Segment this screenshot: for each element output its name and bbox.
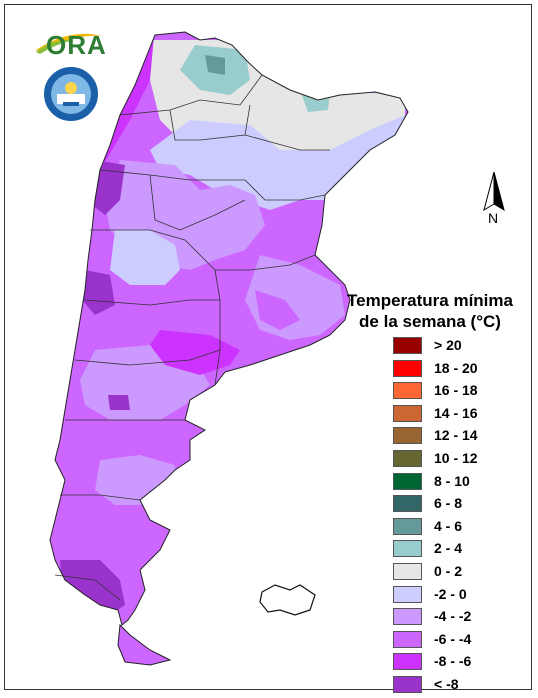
legend-swatch	[393, 472, 422, 490]
legend-items: > 20 18 - 20 16 - 18 14 - 16 12 - 14 10 …	[393, 336, 513, 698]
legend-swatch	[393, 585, 422, 603]
legend-swatch	[393, 517, 422, 535]
north-letter: N	[488, 210, 499, 226]
legend-swatch	[393, 382, 422, 400]
legend-item: 0 - 2	[393, 562, 513, 585]
legend-label: < -8	[434, 675, 459, 692]
legend-item: 12 - 14	[393, 426, 513, 449]
legend-item: -6 - -4	[393, 630, 513, 653]
legend-label: -4 - -2	[434, 608, 472, 625]
legend-label: -6 - -4	[434, 630, 472, 647]
legend-swatch	[393, 630, 422, 648]
legend-item: 8 - 10	[393, 472, 513, 495]
ora-logo: ORA	[34, 30, 107, 60]
legend-label: -2 - 0	[434, 585, 467, 602]
legend-label: 10 - 12	[434, 449, 478, 466]
legend-swatch	[393, 359, 422, 377]
legend-item: 14 - 16	[393, 404, 513, 427]
legend-swatch	[393, 653, 422, 671]
legend-title: Temperatura mínima de la semana (°C)	[330, 290, 530, 332]
legend-item: 4 - 6	[393, 517, 513, 540]
legend-item: 2 - 4	[393, 539, 513, 562]
legend-swatch	[393, 675, 422, 693]
map-legend: Temperatura mínima de la semana (°C) > 2…	[330, 290, 530, 693]
legend-title-line-1: Temperatura mínima	[347, 291, 513, 310]
legend-label: 12 - 14	[434, 427, 478, 444]
legend-item: < -8	[393, 675, 513, 698]
legend-label: -8 - -6	[434, 653, 472, 670]
smn-seal-icon	[41, 64, 101, 124]
legend-swatch	[393, 404, 422, 422]
legend-item: -8 - -6	[393, 652, 513, 675]
legend-label: 0 - 2	[434, 562, 463, 579]
legend-label: 2 - 4	[434, 540, 463, 557]
north-arrow-icon	[483, 171, 505, 212]
legend-swatch	[393, 608, 422, 626]
legend-swatch	[393, 562, 422, 580]
legend-label: 4 - 6	[434, 517, 463, 534]
ora-logo-text: ORA	[46, 30, 107, 60]
legend-label: 16 - 18	[434, 382, 478, 399]
legend-item: 16 - 18	[393, 381, 513, 404]
legend-swatch	[393, 449, 422, 467]
legend-swatch	[393, 540, 422, 558]
legend-label: 6 - 8	[434, 495, 463, 512]
legend-item: -2 - 0	[393, 585, 513, 608]
legend-label: 14 - 16	[434, 404, 478, 421]
legend-title-line-2: de la semana (°C)	[359, 312, 501, 331]
legend-item: 6 - 8	[393, 494, 513, 517]
legend-swatch	[393, 427, 422, 445]
legend-swatch	[393, 495, 422, 513]
legend-label: 18 - 20	[434, 359, 478, 376]
legend-swatch	[393, 337, 422, 354]
legend-label: 8 - 10	[434, 472, 470, 489]
legend-label: > 20	[434, 337, 462, 353]
legend-item: -4 - -2	[393, 607, 513, 630]
legend-item: 18 - 20	[393, 359, 513, 382]
north-arrow: N	[478, 170, 514, 230]
legend-item: > 20	[393, 336, 513, 359]
legend-item: 10 - 12	[393, 449, 513, 472]
